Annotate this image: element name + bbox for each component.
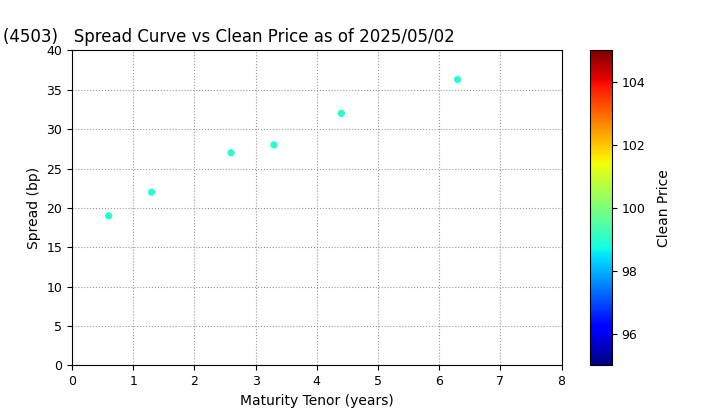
Point: [269, 142, 280, 148]
Y-axis label: Clean Price: Clean Price: [657, 169, 671, 247]
Point: [103, 213, 114, 219]
X-axis label: Maturity Tenor (years): Maturity Tenor (years): [240, 394, 394, 408]
Point: [336, 110, 347, 117]
Y-axis label: Spread (bp): Spread (bp): [27, 167, 41, 249]
Point: [225, 150, 237, 156]
Point: [452, 76, 464, 83]
Point: [145, 189, 158, 196]
Text: (4503)   Spread Curve vs Clean Price as of 2025/05/02: (4503) Spread Curve vs Clean Price as of…: [4, 28, 455, 46]
